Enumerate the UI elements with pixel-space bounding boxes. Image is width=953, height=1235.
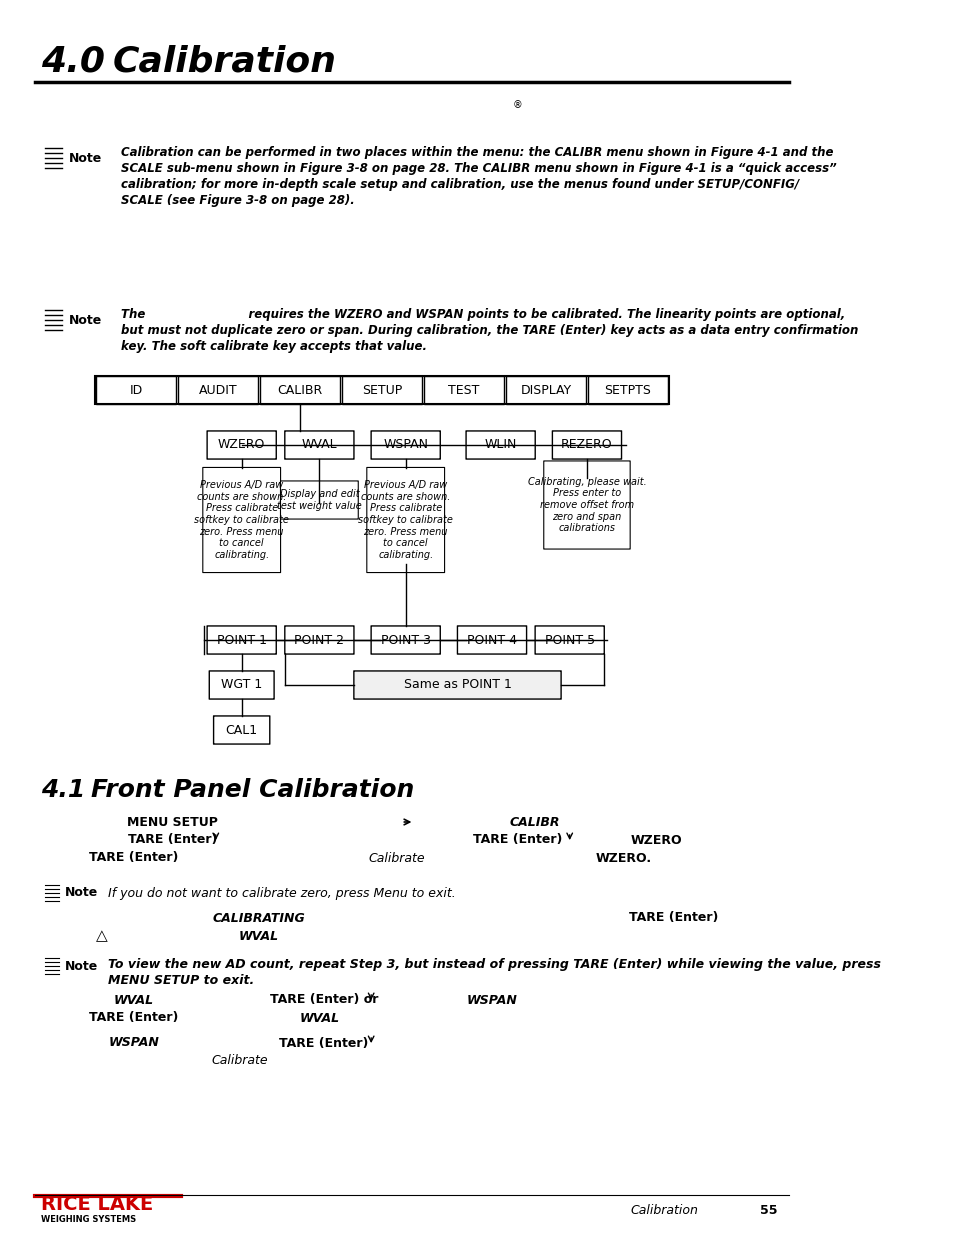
Text: REZERO: REZERO: [560, 438, 612, 452]
Text: POINT 1: POINT 1: [216, 634, 267, 646]
FancyBboxPatch shape: [535, 626, 603, 655]
Text: WVAL: WVAL: [238, 930, 278, 942]
Text: calibration; for more in-depth scale setup and calibration, use the menus found : calibration; for more in-depth scale set…: [121, 178, 798, 191]
Text: CAL1: CAL1: [226, 724, 257, 736]
Text: DISPLAY: DISPLAY: [519, 384, 571, 396]
Text: CALIBRATING: CALIBRATING: [213, 911, 305, 925]
Text: Calibration can be performed in two places within the menu: the CALIBR menu show: Calibration can be performed in two plac…: [121, 146, 833, 159]
Text: 55: 55: [759, 1203, 777, 1216]
Text: POINT 3: POINT 3: [380, 634, 430, 646]
Text: 4.1: 4.1: [41, 778, 86, 802]
FancyBboxPatch shape: [203, 468, 280, 573]
Text: WVAL: WVAL: [299, 1011, 339, 1025]
FancyBboxPatch shape: [207, 431, 276, 459]
Text: △: △: [96, 929, 108, 944]
FancyBboxPatch shape: [207, 626, 276, 655]
Text: SETUP: SETUP: [361, 384, 401, 396]
Text: WSPAN: WSPAN: [466, 993, 517, 1007]
FancyBboxPatch shape: [341, 375, 421, 404]
FancyBboxPatch shape: [280, 480, 358, 519]
Text: Note: Note: [65, 960, 98, 972]
Text: MENU SETUP: MENU SETUP: [127, 815, 218, 829]
Text: CALIBR: CALIBR: [277, 384, 322, 396]
Text: Display and edit
test weight value: Display and edit test weight value: [276, 489, 361, 511]
Text: CALIBR: CALIBR: [510, 815, 559, 829]
FancyBboxPatch shape: [177, 375, 258, 404]
FancyBboxPatch shape: [366, 468, 444, 573]
FancyBboxPatch shape: [552, 431, 621, 459]
Text: POINT 5: POINT 5: [544, 634, 594, 646]
FancyBboxPatch shape: [371, 431, 439, 459]
Text: Calibration: Calibration: [112, 44, 335, 79]
Text: The                         requires the WZERO and WSPAN points to be calibrated: The requires the WZERO and WSPAN points …: [121, 308, 844, 321]
Text: Previous A/D raw
counts are shown.
Press calibrate
softkey to calibrate
zero. Pr: Previous A/D raw counts are shown. Press…: [358, 480, 453, 559]
Text: MENU SETUP to exit.: MENU SETUP to exit.: [108, 974, 253, 987]
Text: WSPAN: WSPAN: [109, 1036, 159, 1050]
Text: WZERO.: WZERO.: [595, 851, 651, 864]
Text: Previous A/D raw
counts are shown.
Press calibrate
softkey to calibrate
zero. Pr: Previous A/D raw counts are shown. Press…: [194, 480, 289, 559]
Text: WVAL: WVAL: [301, 438, 336, 452]
FancyBboxPatch shape: [587, 375, 667, 404]
Text: WZERO: WZERO: [630, 834, 681, 846]
FancyBboxPatch shape: [213, 716, 270, 743]
Text: Note: Note: [69, 314, 102, 326]
Text: Calibrate: Calibrate: [369, 851, 425, 864]
Text: SCALE sub-menu shown in Figure 3-8 on page 28. The CALIBR menu shown in Figure 4: SCALE sub-menu shown in Figure 3-8 on pa…: [121, 162, 836, 175]
Text: Same as POINT 1: Same as POINT 1: [403, 678, 511, 692]
FancyBboxPatch shape: [456, 626, 526, 655]
FancyBboxPatch shape: [285, 431, 354, 459]
Text: TARE (Enter): TARE (Enter): [473, 834, 562, 846]
Text: Front Panel Calibration: Front Panel Calibration: [91, 778, 414, 802]
Text: Calibrate: Calibrate: [212, 1053, 268, 1067]
Text: 4.0: 4.0: [41, 44, 106, 79]
Text: Note: Note: [69, 152, 102, 164]
Text: TARE (Enter): TARE (Enter): [89, 1011, 178, 1025]
Text: WEIGHING SYSTEMS: WEIGHING SYSTEMS: [41, 1215, 136, 1224]
FancyBboxPatch shape: [371, 626, 439, 655]
Text: POINT 2: POINT 2: [294, 634, 344, 646]
Text: Calibrating, please wait.
Press enter to
remove offset from
zero and span
calibr: Calibrating, please wait. Press enter to…: [527, 477, 646, 534]
Text: WGT 1: WGT 1: [221, 678, 262, 692]
Text: WVAL: WVAL: [113, 993, 153, 1007]
Text: SETPTS: SETPTS: [604, 384, 651, 396]
Text: To view the new AD count, repeat Step 3, but instead of pressing TARE (Enter) wh: To view the new AD count, repeat Step 3,…: [108, 958, 880, 971]
Text: WLIN: WLIN: [484, 438, 517, 452]
FancyBboxPatch shape: [95, 375, 176, 404]
FancyBboxPatch shape: [209, 671, 274, 699]
Text: key. The soft calibrate key accepts that value.: key. The soft calibrate key accepts that…: [121, 340, 426, 353]
Text: SCALE (see Figure 3-8 on page 28).: SCALE (see Figure 3-8 on page 28).: [121, 194, 355, 207]
Text: RICE LAKE: RICE LAKE: [41, 1195, 153, 1214]
Text: WSPAN: WSPAN: [383, 438, 428, 452]
Text: TEST: TEST: [448, 384, 479, 396]
Text: ID: ID: [130, 384, 142, 396]
FancyBboxPatch shape: [354, 671, 560, 699]
FancyBboxPatch shape: [423, 375, 503, 404]
Text: but must not duplicate zero or span. During calibration, the TARE (Enter) key ac: but must not duplicate zero or span. Dur…: [121, 324, 858, 337]
FancyBboxPatch shape: [259, 375, 339, 404]
Text: POINT 4: POINT 4: [467, 634, 517, 646]
Bar: [95, 375, 668, 404]
FancyBboxPatch shape: [505, 375, 585, 404]
Text: TARE (Enter) or: TARE (Enter) or: [270, 993, 377, 1007]
Text: TARE (Enter): TARE (Enter): [89, 851, 178, 864]
Text: AUDIT: AUDIT: [198, 384, 237, 396]
Text: Note: Note: [65, 887, 98, 899]
Text: ®: ®: [513, 100, 522, 110]
Text: Calibration: Calibration: [630, 1203, 698, 1216]
Text: If you do not want to calibrate zero, press Menu to exit.: If you do not want to calibrate zero, pr…: [108, 887, 456, 899]
Text: TARE (Enter): TARE (Enter): [628, 911, 718, 925]
Text: TARE (Enter): TARE (Enter): [128, 834, 217, 846]
FancyBboxPatch shape: [285, 626, 354, 655]
FancyBboxPatch shape: [543, 461, 630, 550]
Text: TARE (Enter): TARE (Enter): [278, 1036, 368, 1050]
Text: WZERO: WZERO: [218, 438, 265, 452]
FancyBboxPatch shape: [466, 431, 535, 459]
